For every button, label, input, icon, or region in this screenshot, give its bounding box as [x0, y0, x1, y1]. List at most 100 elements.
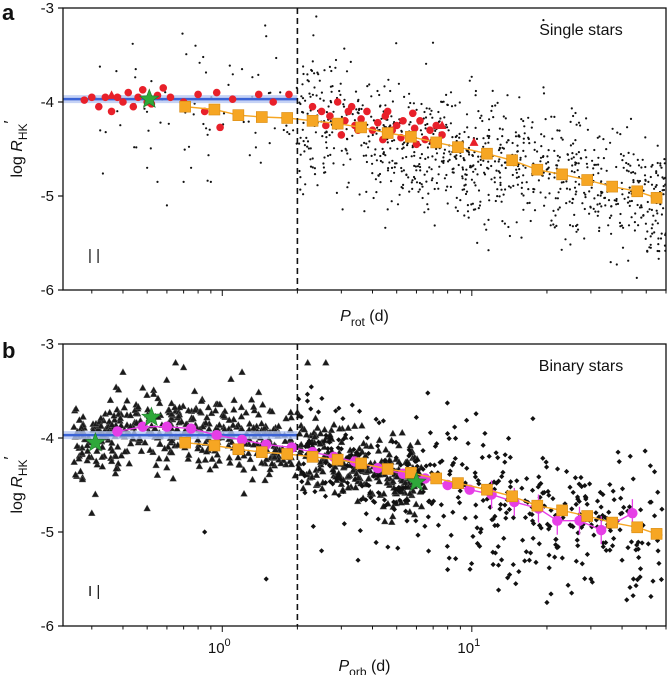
cloud-point: [569, 120, 572, 123]
triangle-point: [197, 397, 206, 404]
cloud-point: [537, 179, 541, 182]
cloud-point: [544, 196, 547, 199]
cloud-point: [302, 140, 305, 143]
cross-point: [444, 543, 450, 549]
triangle-point: [137, 447, 146, 454]
cloud-point: [323, 69, 326, 72]
triangle-point: [228, 438, 236, 445]
cloud-point: [486, 134, 489, 137]
cross-point: [340, 488, 346, 495]
triangle-point: [190, 387, 199, 395]
cloud-point: [479, 200, 482, 203]
cross-point: [357, 467, 363, 474]
cross-point: [563, 468, 570, 475]
cloud-point: [403, 95, 406, 98]
y-tick-label: -6: [41, 618, 54, 635]
cloud-point: [644, 136, 647, 139]
cross-point: [359, 483, 365, 489]
triangle-point: [162, 376, 171, 383]
cross-point: [627, 453, 633, 459]
cross-point: [527, 511, 533, 517]
cross-point: [526, 557, 532, 563]
cloud-point: [411, 187, 414, 190]
cross-point: [473, 514, 479, 520]
cloud-point: [572, 142, 575, 145]
cloud-point: [520, 186, 523, 189]
cross-point: [636, 554, 642, 561]
cloud-point: [468, 153, 471, 156]
cloud-point: [373, 153, 376, 156]
cloud-point: [549, 224, 552, 227]
cross-point: [519, 537, 526, 543]
cloud-point: [584, 149, 587, 152]
triangle-point: [297, 440, 305, 448]
cloud-point: [502, 115, 505, 118]
cloud-point: [484, 142, 487, 145]
cloud-point: [342, 103, 345, 106]
x-axis-label: Prot (d): [340, 308, 389, 329]
cloud-point: [618, 221, 622, 224]
cloud-point: [343, 47, 346, 50]
cross-point: [559, 555, 565, 561]
cross-point: [536, 541, 542, 547]
cloud-point: [465, 168, 468, 171]
data-point: [200, 107, 209, 116]
cross-point: [615, 449, 621, 455]
cross-point: [536, 474, 542, 480]
cloud-point: [638, 206, 642, 209]
data-point: [322, 121, 330, 130]
triangle-point: [320, 425, 329, 433]
cloud-point: [499, 181, 502, 184]
cloud-point: [605, 148, 608, 151]
cloud-point: [574, 111, 577, 115]
cloud-point: [646, 230, 649, 233]
triangle-point: [249, 403, 258, 410]
cloud-point: [386, 169, 390, 172]
data-point: [410, 124, 419, 133]
cloud-point: [622, 154, 625, 157]
cloud-point: [322, 166, 325, 169]
cross-point: [315, 439, 322, 445]
cross-point: [544, 521, 551, 527]
x-label-main: P: [338, 658, 349, 675]
cloud-point: [371, 133, 374, 137]
cloud-point: [474, 184, 477, 187]
plot-area: [63, 15, 666, 290]
cross-point: [634, 542, 640, 548]
cloud-point: [571, 201, 574, 205]
cloud-point: [340, 115, 343, 118]
cloud-point: [231, 73, 234, 76]
cloud-point: [652, 214, 655, 217]
cloud-point: [456, 209, 459, 213]
cloud-point: [584, 196, 587, 199]
triangle-point: [206, 465, 214, 473]
cross-point: [648, 499, 654, 505]
cloud-point: [426, 146, 429, 149]
cross-point: [642, 448, 648, 454]
cloud-point: [304, 99, 307, 102]
triangle-point: [121, 447, 129, 455]
cross-point: [502, 452, 508, 458]
cloud-point: [491, 105, 494, 108]
cloud-point: [518, 96, 521, 99]
cross-point: [318, 548, 325, 554]
cross-point: [616, 459, 622, 465]
triangle-point: [83, 441, 92, 449]
data-point: [355, 457, 367, 470]
cloud-point: [574, 193, 577, 196]
cloud-point: [407, 176, 410, 179]
cloud-point: [427, 208, 430, 211]
cloud-point: [519, 158, 522, 161]
cloud-point: [490, 178, 493, 181]
cloud-point: [209, 180, 212, 183]
cross-point: [438, 502, 444, 508]
cloud-point: [571, 152, 574, 155]
triangle-point: [239, 465, 248, 473]
cross-point: [475, 477, 481, 484]
cross-point: [402, 484, 409, 490]
cloud-point: [615, 165, 618, 169]
cloud-point: [566, 153, 569, 156]
cloud-point: [470, 75, 473, 78]
triangle-point: [97, 414, 105, 422]
